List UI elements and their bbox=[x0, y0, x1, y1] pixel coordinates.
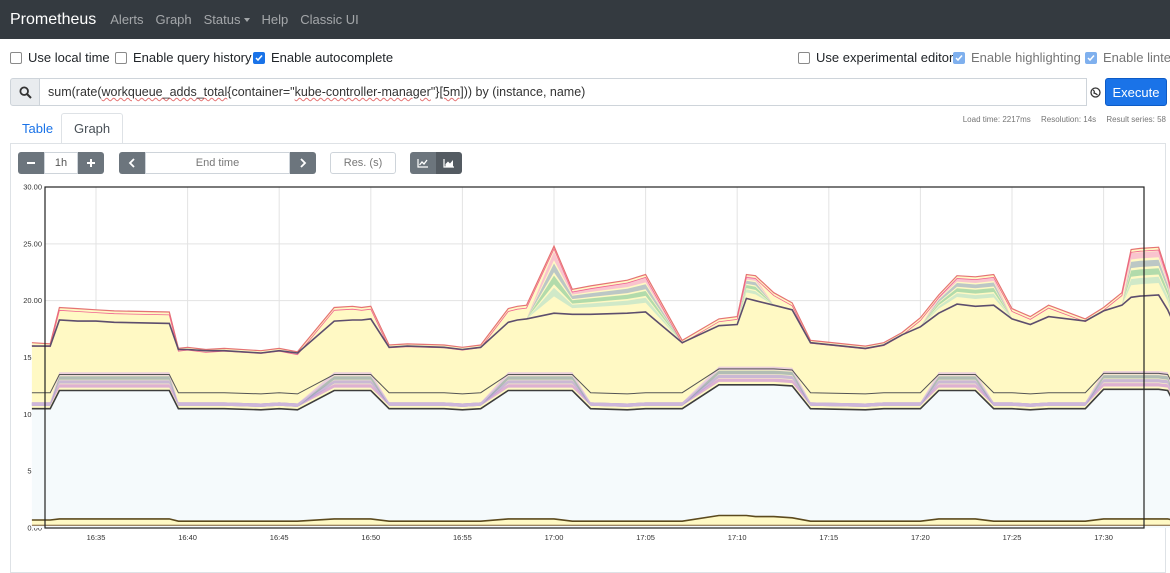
load-time: Load time: 2217ms bbox=[962, 115, 1031, 124]
x-tick-label: 17:00 bbox=[545, 533, 564, 542]
options-row: Use local time Enable query history Enab… bbox=[10, 50, 1170, 66]
resolution-input[interactable]: Res. (s) bbox=[330, 152, 396, 174]
x-tick-label: 17:10 bbox=[728, 533, 747, 542]
tab-table[interactable]: Table bbox=[22, 121, 54, 136]
use-experimental-editor-checkbox[interactable] bbox=[798, 51, 810, 64]
series-line bbox=[31, 368, 1170, 395]
search-addon bbox=[10, 78, 40, 106]
tab-graph[interactable]: Graph bbox=[61, 113, 124, 144]
enable-linter-checkbox[interactable] bbox=[1085, 51, 1097, 64]
area-chart-icon bbox=[443, 159, 454, 168]
line-chart-icon bbox=[417, 159, 428, 168]
metrics-explorer-button[interactable] bbox=[1087, 78, 1103, 106]
brand-link[interactable]: Prometheus bbox=[10, 10, 97, 28]
next-time-button[interactable] bbox=[290, 152, 316, 174]
area-band-base bbox=[31, 384, 1170, 528]
query-stats: Load time: 2217ms Resolution: 14s Result… bbox=[955, 115, 1166, 124]
nav-graph[interactable]: Graph bbox=[155, 12, 192, 27]
caret-down-icon bbox=[243, 17, 250, 22]
chart-type-toggle bbox=[410, 152, 462, 174]
minus-icon bbox=[27, 162, 35, 164]
series-band bbox=[31, 366, 1170, 407]
unstacked-chart-button[interactable] bbox=[410, 152, 436, 174]
query-metric-name: workqueue_adds_total bbox=[101, 85, 228, 99]
series-line-mid bbox=[31, 294, 1170, 354]
end-time-input[interactable]: End time bbox=[145, 152, 290, 174]
query-label-value: kube-controller-manager bbox=[294, 85, 431, 99]
end-time-control: End time bbox=[119, 152, 316, 174]
use-local-time-checkbox[interactable] bbox=[10, 51, 22, 64]
x-tick-label: 17:05 bbox=[636, 533, 655, 542]
range-input[interactable]: 1h bbox=[44, 152, 78, 174]
query-input[interactable]: sum(rate(workqueue_adds_total{container=… bbox=[39, 78, 1087, 106]
result-series: Result series: 58 bbox=[1106, 115, 1166, 124]
x-tick-label: 16:40 bbox=[178, 533, 197, 542]
enable-autocomplete-checkbox[interactable] bbox=[253, 51, 265, 64]
navbar: Prometheus Alerts Graph Status Help Clas… bbox=[0, 0, 1170, 39]
enable-highlighting-checkbox[interactable] bbox=[953, 51, 965, 64]
use-experimental-editor-option[interactable]: Use experimental editor bbox=[798, 50, 953, 65]
y-tick-label: 20.00 bbox=[23, 296, 42, 305]
check-icon bbox=[955, 54, 963, 61]
check-icon bbox=[1087, 54, 1095, 61]
query-text-part: "} bbox=[430, 85, 440, 99]
enable-autocomplete-option[interactable]: Enable autocomplete bbox=[253, 50, 393, 65]
execute-button[interactable]: Execute bbox=[1105, 78, 1167, 106]
use-local-time-label: Use local time bbox=[28, 50, 110, 65]
use-experimental-editor-label: Use experimental editor bbox=[816, 50, 954, 65]
area-band-main bbox=[31, 246, 1170, 410]
x-tick-label: 16:35 bbox=[87, 533, 106, 542]
enable-highlighting-option[interactable]: Enable highlighting bbox=[953, 50, 1081, 65]
x-tick-label: 16:50 bbox=[361, 533, 380, 542]
enable-highlighting-label: Enable highlighting bbox=[971, 50, 1081, 65]
nav-help[interactable]: Help bbox=[261, 12, 289, 27]
series-line-low bbox=[31, 384, 1170, 411]
stacked-chart-button[interactable] bbox=[436, 152, 462, 174]
plus-icon bbox=[87, 159, 95, 167]
x-tick-label: 17:15 bbox=[819, 533, 838, 542]
globe-icon bbox=[1089, 86, 1101, 98]
use-local-time-option[interactable]: Use local time bbox=[10, 50, 110, 65]
search-icon bbox=[18, 85, 32, 99]
check-icon bbox=[255, 54, 263, 61]
chevron-left-icon bbox=[128, 158, 135, 168]
range-control: 1h bbox=[18, 152, 104, 174]
nav-status-label: Status bbox=[203, 12, 241, 27]
chevron-right-icon bbox=[300, 158, 307, 168]
tabs: Table Graph bbox=[10, 113, 1166, 144]
resolution-control: Res. (s) bbox=[330, 152, 396, 174]
query-text-part: sum(rate( bbox=[48, 85, 102, 99]
series-line-base bbox=[31, 514, 1170, 522]
plot-frame bbox=[44, 186, 1145, 529]
nav-classic-ui[interactable]: Classic UI bbox=[300, 12, 359, 27]
enable-autocomplete-label: Enable autocomplete bbox=[271, 50, 394, 65]
enable-query-history-label: Enable query history bbox=[133, 50, 252, 65]
query-row: sum(rate(workqueue_adds_total{container=… bbox=[10, 78, 1167, 106]
increase-range-button[interactable] bbox=[78, 152, 104, 174]
query-text-part: )) by (instance, name) bbox=[463, 85, 586, 99]
enable-query-history-option[interactable]: Enable query history bbox=[115, 50, 252, 65]
y-tick-label: 25.00 bbox=[23, 239, 42, 248]
decrease-range-button[interactable] bbox=[18, 152, 44, 174]
nav-status-dropdown[interactable]: Status bbox=[204, 12, 250, 27]
series-line-total bbox=[31, 244, 1170, 353]
area-band-bottom bbox=[31, 515, 1170, 526]
query-text-part: {container=" bbox=[227, 85, 295, 99]
y-tick-label: 30.00 bbox=[23, 183, 42, 192]
enable-query-history-checkbox[interactable] bbox=[115, 51, 127, 64]
graph-chart[interactable]: 0.005.0010.0015.0020.0025.0030.0016:3516… bbox=[0, 178, 1170, 548]
nav-alerts[interactable]: Alerts bbox=[110, 12, 144, 27]
x-tick-label: 16:45 bbox=[270, 533, 289, 542]
x-tick-label: 17:30 bbox=[1094, 533, 1113, 542]
x-tick-label: 17:25 bbox=[1003, 533, 1022, 542]
previous-time-button[interactable] bbox=[119, 152, 145, 174]
x-tick-label: 17:20 bbox=[911, 533, 930, 542]
enable-linter-option[interactable]: Enable linter bbox=[1085, 50, 1170, 65]
query-range: [5m] bbox=[439, 85, 464, 99]
x-tick-label: 16:55 bbox=[453, 533, 472, 542]
enable-linter-label: Enable linter bbox=[1103, 50, 1170, 65]
resolution-stat: Resolution: 14s bbox=[1041, 115, 1097, 124]
